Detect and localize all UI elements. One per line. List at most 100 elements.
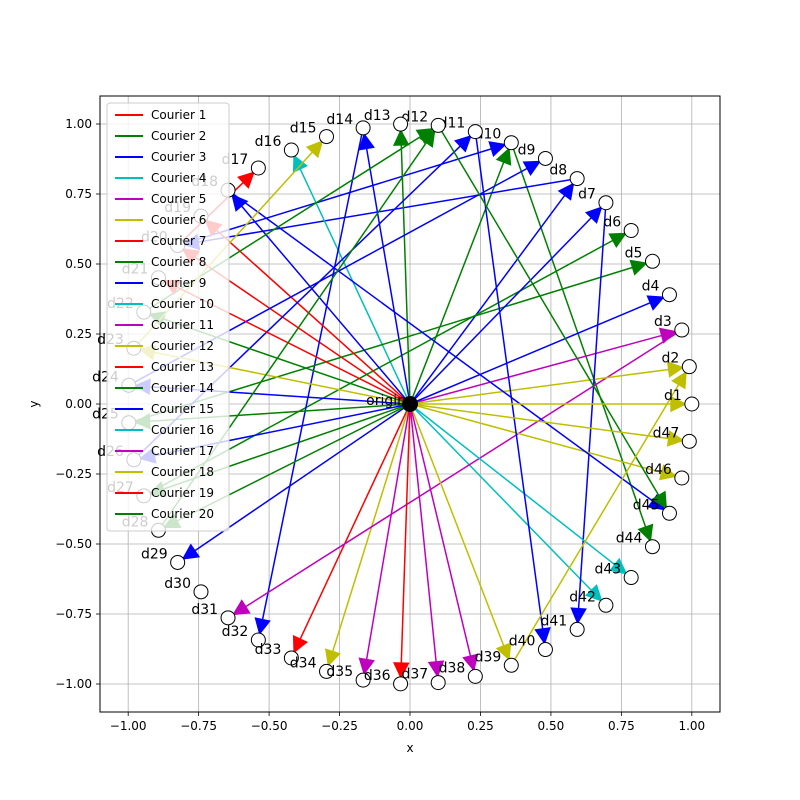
destination-node — [319, 663, 335, 679]
destination-node — [681, 433, 697, 449]
y-tick-label: −1.00 — [55, 677, 92, 691]
legend-label: Courier 18 — [151, 465, 214, 479]
y-tick-label: 0.00 — [65, 397, 92, 411]
destination-node — [623, 222, 639, 238]
axis-ticks: −1.00 −0.75 −0.50 −0.25 0.00 0.25 0.50 0.75 1.00… — [55, 117, 705, 733]
route-arrowhead — [393, 662, 410, 679]
destination-node — [674, 322, 690, 338]
legend-label: Courier 17 — [151, 444, 214, 458]
destination-node — [674, 470, 690, 486]
route-segment — [577, 202, 607, 609]
route-arrowhead — [557, 182, 575, 201]
x-tick-label: 0.75 — [608, 719, 635, 733]
route-arrowhead — [609, 557, 628, 575]
legend-label: Courier 2 — [151, 129, 206, 143]
destination-label: d41 — [540, 613, 567, 629]
destination-label: d42 — [569, 589, 596, 605]
x-tick-label: 0.25 — [467, 719, 494, 733]
destination-label: d40 — [509, 634, 536, 650]
destination-node — [355, 120, 371, 136]
route-arrowhead — [393, 129, 410, 146]
destination-label: d13 — [364, 108, 391, 124]
destination-node — [661, 287, 677, 303]
route-segment — [409, 403, 472, 657]
destination-label: d43 — [594, 562, 621, 578]
origin: origin — [366, 393, 418, 412]
destination-label: d30 — [164, 576, 191, 592]
legend-label: Courier 1 — [151, 108, 206, 122]
route-arrowhead — [292, 634, 308, 654]
y-tick-label: 0.75 — [65, 187, 92, 201]
destination-node — [250, 160, 266, 176]
destination-label: d32 — [222, 624, 249, 640]
legend-label: Courier 8 — [151, 255, 206, 269]
route-segment — [409, 334, 662, 405]
destination-node — [393, 116, 409, 132]
route-arrowhead — [427, 660, 445, 678]
route-arrowhead — [584, 584, 603, 602]
route-arrowhead — [584, 206, 603, 224]
destination-node — [569, 171, 585, 187]
legend-label: Courier 6 — [151, 213, 206, 227]
destination-node — [283, 650, 299, 666]
destination-label: d37 — [402, 667, 429, 683]
destination-node — [467, 668, 483, 684]
route-segment — [198, 177, 578, 243]
route-arrowhead — [670, 395, 687, 413]
route-arrowhead — [658, 464, 678, 481]
destination-node — [503, 135, 519, 151]
route-segment — [365, 148, 411, 405]
legend-label: Courier 10 — [151, 297, 214, 311]
route-segment — [299, 403, 411, 640]
destination-node — [355, 672, 371, 688]
legend-box — [106, 102, 230, 532]
route-arrowhead — [666, 430, 685, 447]
route-arrowhead — [419, 129, 436, 148]
destination-node — [319, 129, 335, 145]
destination-label: d2 — [662, 351, 680, 367]
route-arrowhead — [495, 642, 512, 661]
destination-node — [430, 675, 446, 691]
y-tick-label: −0.75 — [55, 607, 92, 621]
destination-label: d3 — [654, 314, 672, 330]
route-arrowhead — [637, 523, 654, 543]
legend-label: Courier 5 — [151, 192, 206, 206]
destination-label: d38 — [439, 660, 466, 676]
route-segment — [409, 403, 669, 440]
destination-label: d15 — [290, 121, 317, 137]
route-segment — [409, 403, 437, 662]
destination-label: d4 — [642, 279, 660, 295]
route-segment — [400, 145, 411, 405]
route-segment — [409, 403, 616, 566]
y-tick-label: −0.50 — [55, 537, 92, 551]
route-segment — [299, 168, 411, 405]
x-tick-label: −0.50 — [251, 719, 288, 733]
destination-label: d31 — [191, 602, 218, 618]
destination-label: d39 — [475, 649, 502, 665]
route-arrowhead — [666, 361, 685, 378]
legend-label: Courier 13 — [151, 360, 214, 374]
route-arrowhead — [522, 160, 542, 177]
legend-label: Courier 4 — [151, 171, 206, 185]
route-segment — [194, 403, 411, 552]
routes — [128, 125, 687, 679]
legend-label: Courier 19 — [151, 486, 214, 500]
origin-node — [402, 396, 418, 412]
destination-label: d44 — [616, 531, 643, 547]
destination-label: d16 — [255, 134, 282, 150]
destination-node — [220, 610, 236, 626]
route-arrowhead — [454, 135, 472, 153]
route-arrowhead — [305, 140, 324, 159]
destination-label: d34 — [290, 655, 317, 671]
route-segment — [409, 302, 651, 405]
route-segment — [437, 125, 660, 496]
legend-label: Courier 20 — [151, 507, 214, 521]
route-arrowhead — [462, 653, 479, 672]
route-segment — [227, 189, 653, 502]
destination-label: d29 — [141, 546, 168, 562]
legend-label: Courier 15 — [151, 402, 214, 416]
route-segment — [409, 162, 505, 405]
legend-label: Courier 14 — [151, 381, 214, 395]
route-arrowhead — [671, 370, 687, 390]
